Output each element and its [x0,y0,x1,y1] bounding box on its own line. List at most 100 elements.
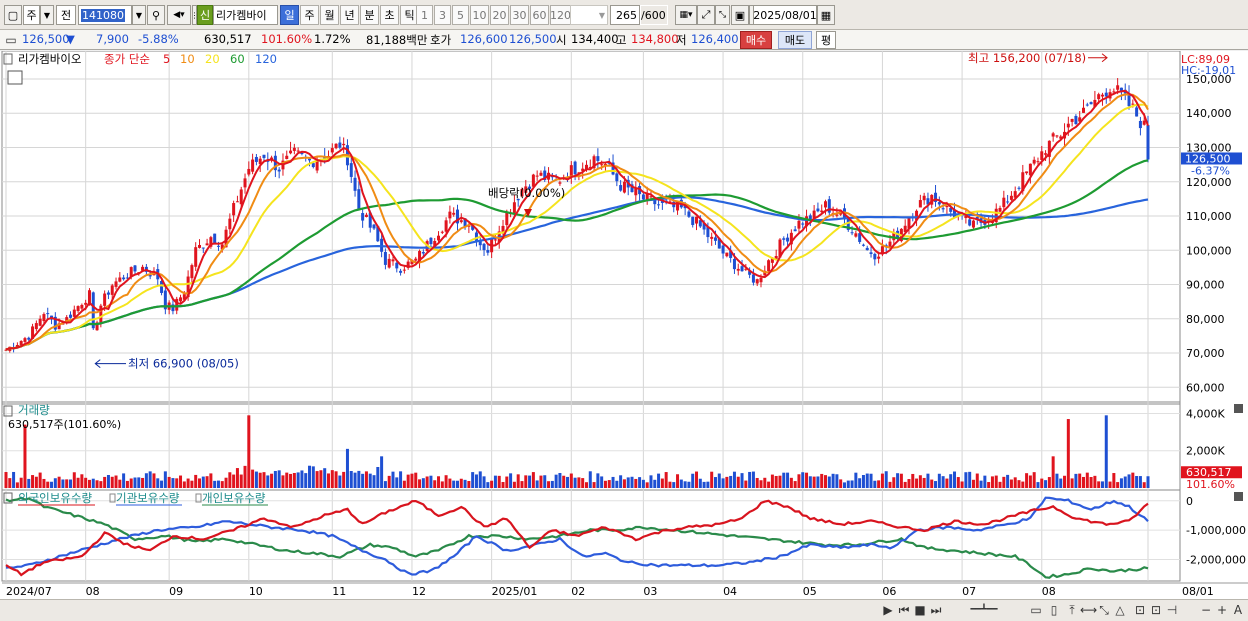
volume-bar [383,481,387,488]
volume-bar [53,478,57,488]
low-arrow [94,359,126,369]
interval-button-30[interactable]: 30 [510,5,529,25]
scroll-icon[interactable]: ⤒ [1069,603,1075,617]
nav-play-icon[interactable]: ▶ [883,603,893,617]
period-button-0[interactable]: 일 [280,5,299,25]
font-icon[interactable]: A [1233,603,1243,617]
candle-body [406,261,410,268]
nav-first-icon[interactable]: ⏮ [898,603,910,617]
candle-body [592,156,596,169]
volume-bar [987,482,991,488]
period-button-2[interactable]: 월 [320,5,339,25]
interval-button-120[interactable]: 120 [550,5,571,25]
quote-options-icon[interactable]: ▭ [5,33,17,47]
interval-button-20[interactable]: 20 [490,5,509,25]
code-dropdown-icon[interactable]: ▼ [132,5,146,25]
chart-area[interactable]: 리가켐바이오 종가 단순 5 10 20 60 120 최고 156,200 (07/18) 최… [0,51,1248,621]
grid-lines [1,51,1181,582]
interval-dropdown-icon[interactable]: ▼ [570,5,608,25]
quote-bar: ▭ 126,500 ▼ 7,900 -5.88% 630,517 101.60%… [0,30,1248,50]
market-select[interactable]: 주 [23,5,40,25]
chart-settings-icon[interactable]: ▦▾ [675,5,697,25]
line-tool-icon[interactable]: ⤢ [697,5,715,25]
candle-body [1021,172,1025,192]
volume-bar [1093,475,1097,488]
candle-body [994,208,998,223]
candle-body [770,257,774,263]
prev-button-label: 전 [60,9,72,22]
volume-bar [569,473,573,488]
stock-name-field[interactable]: 리가켐바이 [213,5,278,25]
eval-button[interactable]: 평 [816,31,836,49]
window-menu-icon[interactable]: ▢ [4,5,22,25]
buy-button[interactable]: 매수 [740,31,772,49]
interval-button-10[interactable]: 10 [470,5,489,25]
zoom-slider[interactable]: ━━┻━━ [970,605,998,615]
candle-body [182,294,186,300]
expand-icon[interactable]: ⤡ [715,5,730,25]
volume-bar [308,465,312,488]
nav-next-icon[interactable]: ⏭ [930,603,942,617]
period-button-1[interactable]: 주 [300,5,319,25]
tool-a-icon[interactable]: △ [1115,603,1125,617]
tool-b-icon[interactable]: ⊡ [1134,603,1146,617]
table-icon [7,70,23,85]
candle-body [558,182,562,184]
interval-button-60[interactable]: 60 [530,5,549,25]
calendar-icon[interactable]: ▦ [817,5,835,25]
interval-button-5[interactable]: 5 [452,5,469,25]
volume-bar [676,474,680,488]
view-a-icon[interactable]: ▭ [1030,603,1042,617]
code-input[interactable]: 141080 [78,5,132,25]
count-input[interactable]: 265 [610,5,640,25]
volume-bar [448,478,452,488]
sound-icon[interactable]: ◀▾ [167,5,191,25]
candle-body [361,213,365,221]
sell-button[interactable]: 매도 [778,31,812,49]
market-dropdown-icon[interactable]: ▼ [40,5,54,25]
volume-bar [672,482,676,488]
volume-bar [691,473,695,488]
volume-bar [167,476,171,488]
volume-bar [122,473,126,488]
candle-body [471,225,475,230]
volume-bar [251,469,255,488]
candle-body [23,338,27,342]
volume-bar [1025,473,1029,488]
zoom-in-icon[interactable]: + [1216,603,1228,617]
candle-body [926,198,930,205]
search-icon[interactable]: ⚲ [147,5,165,25]
date-field[interactable]: 2025/08/01 [753,5,817,25]
candle-body [106,292,110,295]
interval-button-3[interactable]: 3 [434,5,451,25]
volume-bar [706,481,710,488]
tool-c-icon[interactable]: ⊡ [1150,603,1162,617]
period-button-5[interactable]: 초 [380,5,399,25]
volume-bar [50,481,54,488]
volume-bar [410,473,414,488]
volume-panel-title: 거래량 [18,403,50,417]
zoom-out-icon[interactable]: − [1200,603,1212,617]
period-button-4[interactable]: 분 [360,5,379,25]
volume-bar [509,473,513,488]
view-b-icon[interactable]: ▯ [1050,603,1058,617]
volume-bar [516,474,520,488]
fit-icon[interactable]: ⟷ [1080,603,1098,617]
save-icon[interactable]: ▣ [731,5,749,25]
splitter-icon[interactable]: ⋮ [191,5,199,25]
interval-button-1[interactable]: 1 [416,5,433,25]
tool-d-icon[interactable]: ⊣ [1166,603,1178,617]
candle-body [634,188,638,196]
candle-body [729,250,733,258]
nav-stop-icon[interactable]: ■ [914,603,926,617]
volume-bar [239,474,243,488]
pan-icon[interactable]: ⤡ [1099,603,1109,617]
candle-body [179,297,183,302]
period-button-3[interactable]: 년 [340,5,359,25]
prev-button[interactable]: 전 [56,5,76,25]
volume-bar [27,478,31,488]
candle-body [486,250,490,253]
volume-bar [197,478,201,488]
candle-body [1017,187,1021,189]
